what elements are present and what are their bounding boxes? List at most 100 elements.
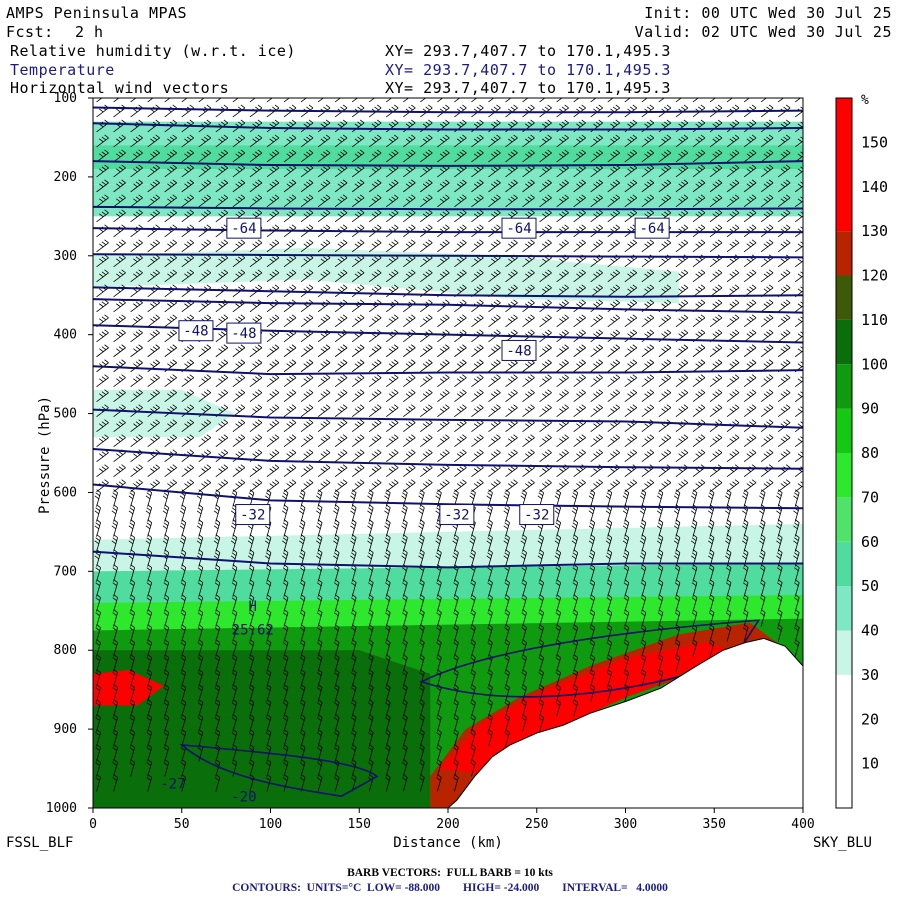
wind-barb: [777, 624, 783, 642]
wind-barb: [215, 329, 229, 343]
wind-barb: [231, 609, 238, 627]
wind-barb: [556, 149, 569, 163]
wind-barb: [198, 359, 212, 373]
wind-barb: [350, 534, 357, 552]
wind-barb: [402, 579, 408, 597]
wind-barb: [537, 549, 544, 567]
wind-barb: [334, 389, 348, 403]
wind-barb: [96, 419, 109, 433]
contour-label: -32: [519, 504, 555, 526]
wind-barb: [607, 194, 620, 208]
wind-barb: [215, 179, 229, 193]
wind-barb: [505, 479, 518, 492]
wind-barb: [675, 464, 689, 477]
wind-barb: [128, 534, 136, 552]
wind-barb: [316, 774, 323, 792]
wind-barb: [760, 269, 774, 283]
wind-barb: [743, 209, 757, 223]
colorbar-band: [836, 586, 852, 631]
wind-barb: [164, 134, 177, 148]
wind-barb: [198, 479, 212, 492]
wind-barb: [622, 519, 630, 537]
wind-barb: [725, 534, 732, 552]
wind-barb: [300, 149, 314, 163]
wind-barb: [147, 164, 160, 178]
y-tick-label: 600: [54, 485, 77, 500]
wind-barb: [726, 374, 740, 388]
wind-barb: [623, 579, 630, 597]
wind-barb: [623, 654, 630, 672]
wind-barb: [777, 134, 791, 148]
wind-barb: [607, 359, 620, 373]
wind-barb: [607, 329, 620, 343]
wind-barb: [368, 684, 374, 702]
wind-barb: [607, 149, 620, 163]
wind-barb: [266, 479, 280, 492]
wind-barb: [130, 149, 143, 163]
wind-barb: [232, 194, 246, 208]
wind-barb: [317, 434, 331, 448]
wind-barb: [129, 624, 136, 642]
wind-barb: [504, 654, 510, 672]
wind-barb: [777, 594, 783, 612]
wind-barb: [539, 299, 552, 313]
wind-barb: [96, 224, 109, 238]
wind-barb: [607, 299, 620, 313]
wind-barb: [419, 774, 425, 792]
wind-barb: [248, 684, 255, 702]
wind-barb: [726, 344, 740, 358]
colorbar-tick-label: 110: [861, 311, 888, 329]
wind-barb: [214, 609, 221, 627]
wind-barb: [96, 299, 109, 313]
wind-barb: [488, 344, 501, 358]
wind-barb: [692, 449, 706, 462]
wind-barb: [385, 699, 391, 717]
wind-barb: [709, 209, 723, 223]
wind-barb: [658, 359, 672, 373]
wind-barb: [164, 389, 177, 403]
wind-barb: [130, 359, 143, 373]
wind-barb: [317, 149, 331, 163]
wind-barb: [743, 149, 757, 163]
wind-barb: [231, 639, 238, 657]
wind-barb: [436, 624, 442, 642]
wind-barb: [658, 149, 672, 163]
wind-barb: [453, 594, 459, 612]
wind-barb: [163, 759, 170, 777]
wind-barb: [726, 434, 740, 448]
wind-barb: [385, 284, 399, 298]
wind-barb: [522, 434, 535, 448]
colorbar-band: [836, 275, 852, 320]
wind-barb: [368, 359, 382, 373]
wind-barb: [403, 149, 416, 163]
wind-barb: [454, 479, 467, 492]
wind-barb: [402, 684, 408, 702]
wind-barb: [145, 534, 153, 552]
wind-barb: [265, 774, 272, 792]
wind-barb: [675, 434, 689, 448]
wind-barb: [163, 744, 170, 762]
wind-barb: [471, 134, 484, 148]
wind-barb: [640, 594, 647, 612]
wind-barb: [537, 534, 544, 552]
wind-barb: [692, 98, 699, 103]
wind-barb: [556, 194, 569, 208]
wind-barb: [726, 389, 740, 403]
wind-barb: [419, 699, 425, 717]
wind-barb: [130, 239, 143, 253]
wind-barb: [130, 419, 143, 433]
wind-barb: [420, 374, 433, 388]
wind-barb: [215, 164, 229, 178]
wind-barb: [368, 389, 382, 403]
wind-barb: [488, 98, 495, 103]
wind-barb: [760, 314, 774, 328]
wind-barb: [554, 489, 562, 507]
wind-barb: [164, 419, 177, 433]
wind-barb: [334, 464, 348, 477]
wind-barb: [453, 609, 459, 627]
wind-barb: [95, 564, 101, 582]
wind-barb: [470, 669, 476, 687]
wind-barb: [691, 594, 698, 612]
wind-barb: [656, 519, 664, 537]
wind-barb: [300, 98, 307, 103]
